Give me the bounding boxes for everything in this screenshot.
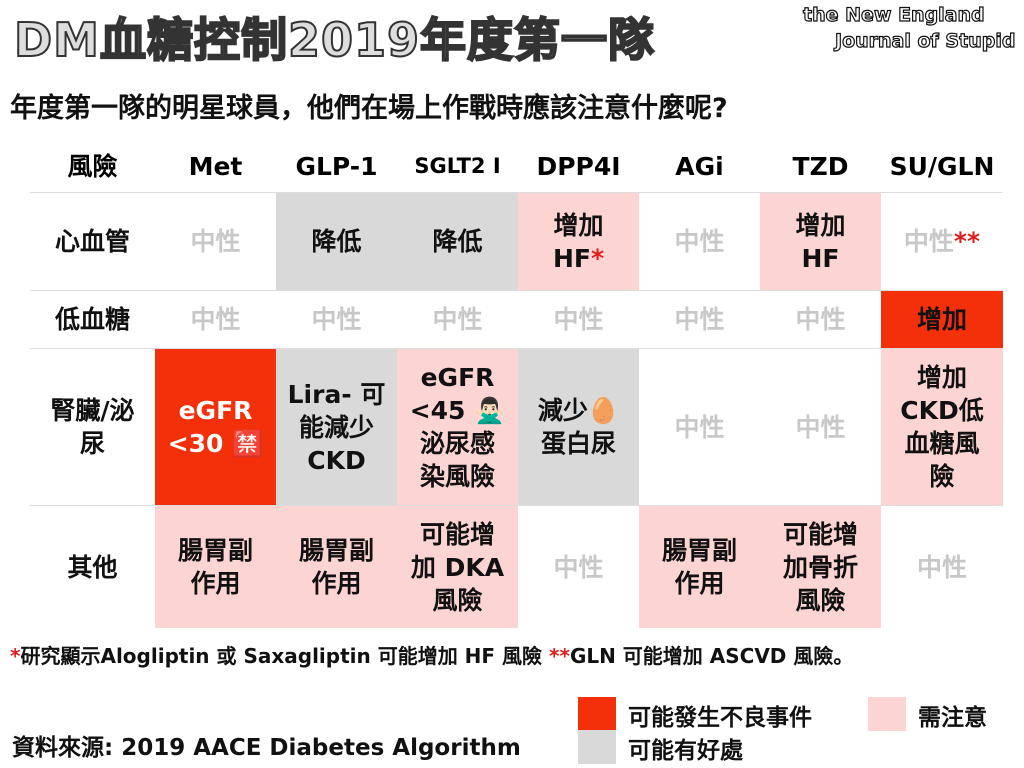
table-cell: 中性 [397,290,518,349]
legend-label: 可能發生不良事件 [628,705,812,731]
legend-label: 需注意 [918,705,987,731]
column-header: GLP-1 [295,151,378,181]
subtitle: 年度第一隊的明星球員，他們在場上作戰時應該注意什麼呢? [10,93,728,124]
title: DM血糖控制2019年度第一隊 [13,12,655,68]
table-cell: 中性 [760,290,881,349]
source: 資料來源: 2019 AACE Diabetes Algorithm [12,735,521,761]
table-row: 低血糖 中性 中性 中性 中性 中性 中性 增加 [30,290,1003,349]
table-cell: 中性 [639,290,760,349]
table-cell: 增加 HF* [518,192,639,291]
table-cell: 中性 [881,505,1003,628]
column-header: Met [188,151,243,181]
table-cell: 增加 CKD低 血糖風 險 [881,348,1003,506]
table-cell: eGFR <30 🈲 [155,348,276,506]
table-cell: eGFR <45 🙅🏻‍♂️ 泌尿感 染風險 [397,348,518,506]
table-cell: Lira- 可 能減少 CKD [276,348,397,506]
table-cell: 中性 [639,348,760,506]
row-header: 其他 [30,505,155,628]
table-cell: 中性 [518,505,639,628]
table-cell: 中性 [155,290,276,349]
column-header: AGi [675,151,724,181]
brand: the New England [802,3,985,26]
legend-swatch [578,697,616,731]
row-header: 低血糖 [30,290,155,349]
table-cell: 中性 [155,192,276,291]
column-header: SU/GLN [889,151,995,181]
row-header: 腎臟/泌 尿 [30,348,155,506]
table-cell: 中性 [518,290,639,349]
legend-swatch [868,697,906,731]
table-cell: 腸胃副 作用 [155,505,276,628]
risk-table: 風險 Met GLP-1 SGLT2 I DPP4I AGi TZD SU/GLN 心血管 中性降… [30,140,1003,628]
table-cell: 降低 [397,192,518,291]
table-cell: 中性 [276,290,397,349]
column-header: DPP4I [536,151,621,181]
legend-swatch [578,730,616,764]
table-row: 腎臟/泌 尿 eGFR <30 🈲 Lira- 可 能減少 CKD eGFR <45 … [30,348,1003,506]
table-cell: 可能增 加骨折 風險 [760,505,881,628]
column-header: SGLT2 I [414,153,501,178]
table-row: 心血管 中性 降低 降低 增加 HF* 中性 增加 HF 中性** [30,192,1003,291]
table-cell: 中性 [760,348,881,506]
header-row: 風險 Met GLP-1 SGLT2 I DPP4I AGi TZD SU/GLN [30,140,1003,193]
table-cell: 增加 [881,290,1003,349]
table-cell: 降低 [276,192,397,291]
column-header: TZD [792,151,849,181]
footnote: *研究顯示Alogliptin 或 Saxagliptin 可能增加 HF 風險… [10,644,854,668]
table-cell: 增加 HF [760,192,881,291]
table-cell: 可能增 加 DKA 風險 [397,505,518,628]
table-row: 其他 腸胃副 作用 腸胃副 作用 可能增 加 DKA 風險 中性 腸胃副 作用 可能增 加骨… [30,505,1003,628]
table-cell: 減少🥚 蛋白尿 [518,348,639,506]
table-cell: 腸胃副 作用 [276,505,397,628]
table-cell: 中性 [639,192,760,291]
row-header: 心血管 [30,192,155,291]
column-header: 風險 [67,151,118,181]
brand: Journal of Stupid [834,29,1016,52]
table-cell: 中性** [881,192,1003,291]
legend-label: 可能有好處 [628,738,743,764]
table-cell: 腸胃副 作用 [639,505,760,628]
